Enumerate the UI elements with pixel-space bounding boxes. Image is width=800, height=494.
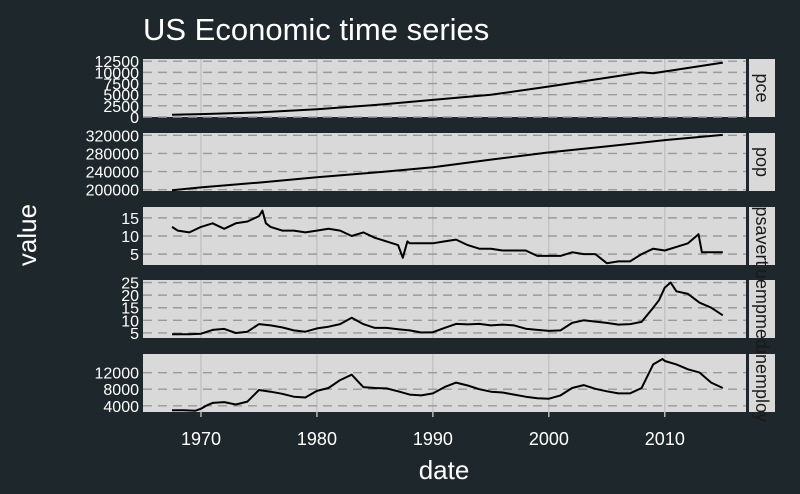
series-line-unemploy <box>171 358 724 412</box>
series-line-pce <box>171 61 723 116</box>
y-tick-label: 10 <box>121 313 139 330</box>
y-tick-label: 200000 <box>86 183 139 200</box>
y-tick-label: 15 <box>121 211 139 228</box>
y-tick-label: 10000 <box>95 65 140 82</box>
y-tick-label: 25 <box>121 276 139 293</box>
facet-strip <box>749 59 775 117</box>
chart-title: US Economic time series <box>143 12 489 47</box>
y-tick-label: 240000 <box>86 165 139 182</box>
y-tick-label: 280000 <box>86 146 139 163</box>
facet-strip-label: unemploy <box>752 344 772 422</box>
x-tick-label: 1980 <box>297 429 337 449</box>
y-tick-label: 20 <box>121 288 139 305</box>
y-tick-label: 12500 <box>95 54 140 71</box>
facet-strip <box>749 280 775 338</box>
y-tick-label: 12000 <box>95 366 140 383</box>
y-tick-label: 5 <box>130 326 139 343</box>
y-axis-title: value <box>12 204 42 266</box>
x-tick-label: 2010 <box>645 429 685 449</box>
panel-background <box>143 280 746 338</box>
facet-strip <box>749 354 775 412</box>
y-tick-label: 0 <box>130 110 139 127</box>
y-tick-label: 5 <box>130 247 139 264</box>
x-tick-label: 1970 <box>181 429 221 449</box>
series-line-uempmed <box>172 281 724 336</box>
y-tick-label: 7500 <box>103 77 139 94</box>
facet-strip <box>749 133 775 191</box>
x-axis: 1970 1980 1990 2000 2010 <box>181 412 685 449</box>
y-tick-label: 8000 <box>103 382 139 399</box>
y-tick-label: 15 <box>121 301 139 318</box>
facet-strip-label: psavert <box>752 206 772 265</box>
x-axis-title: date <box>419 455 470 485</box>
y-tick-label: 320000 <box>86 128 139 145</box>
series-line-pop <box>171 133 723 192</box>
facet-strip-label: pop <box>752 147 772 177</box>
y-tick-label: 10 <box>121 229 139 246</box>
y-tick-label: 2500 <box>103 99 139 116</box>
y-tick-label: 4000 <box>103 399 139 416</box>
panel-background <box>143 59 746 117</box>
facet-strip <box>749 207 775 265</box>
series-line-psavert <box>171 209 723 265</box>
y-tick-label: 5000 <box>103 88 139 105</box>
facet-strip-label: uempmed <box>752 269 772 349</box>
x-tick-label: 2000 <box>529 429 569 449</box>
x-tick-label: 1990 <box>413 429 453 449</box>
facet-strip-label: pce <box>752 73 772 102</box>
